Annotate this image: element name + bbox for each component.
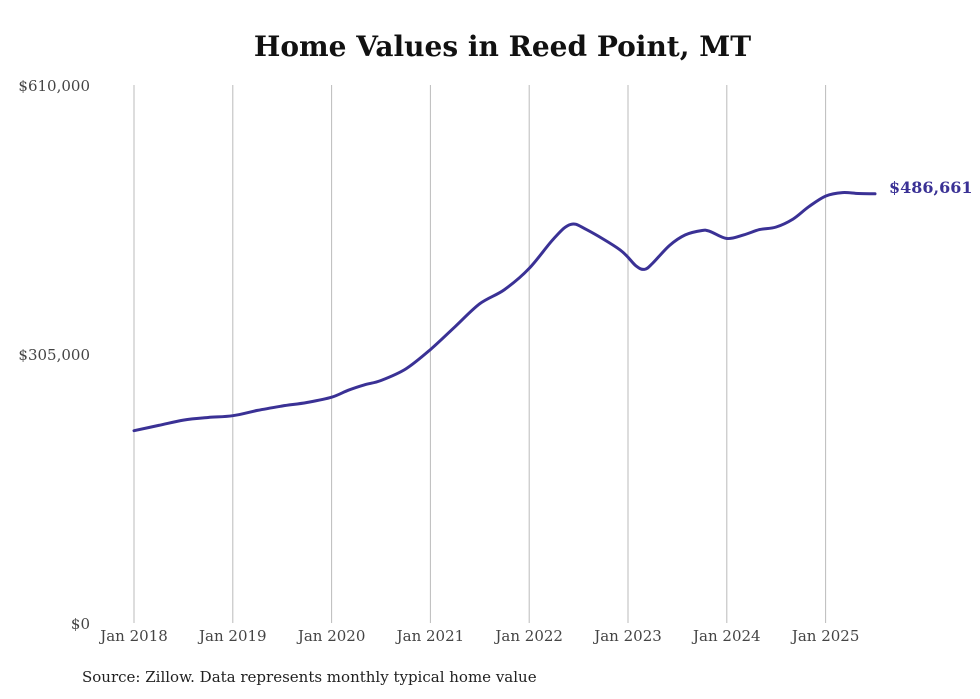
x-tick-label: Jan 2022 (493, 627, 563, 645)
x-tick-label: Jan 2025 (790, 627, 860, 645)
y-tick-label: $610,000 (18, 77, 90, 95)
x-tick-label: Jan 2024 (691, 627, 761, 645)
x-tick-label: Jan 2020 (296, 627, 366, 645)
y-axis-ticks: $0 $305,000 $610,000 (18, 77, 90, 633)
x-tick-label: Jan 2021 (395, 627, 465, 645)
x-tick-label: Jan 2018 (98, 627, 168, 645)
series-line (132, 191, 877, 433)
chart-title: Home Values in Reed Point, MT (253, 30, 752, 63)
y-tick-label: $305,000 (18, 346, 90, 364)
source-note: Source: Zillow. Data represents monthly … (82, 668, 537, 686)
x-axis-ticks: Jan 2018 Jan 2019 Jan 2020 Jan 2021 Jan 2022… (98, 627, 859, 645)
x-tick-label: Jan 2023 (592, 627, 662, 645)
grid-layer (133, 85, 827, 623)
x-tick-label: Jan 2019 (197, 627, 267, 645)
y-tick-label: $0 (71, 615, 90, 633)
end-value-label: $486,661 (889, 178, 973, 197)
